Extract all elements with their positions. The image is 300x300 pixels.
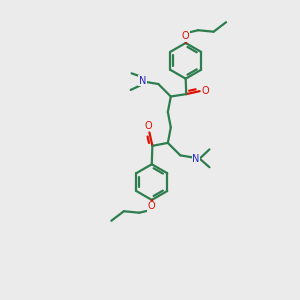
- Text: O: O: [182, 32, 190, 41]
- Text: N: N: [192, 154, 200, 164]
- Text: N: N: [139, 76, 146, 86]
- Text: O: O: [145, 121, 152, 131]
- Text: O: O: [202, 85, 209, 96]
- Text: O: O: [148, 202, 156, 212]
